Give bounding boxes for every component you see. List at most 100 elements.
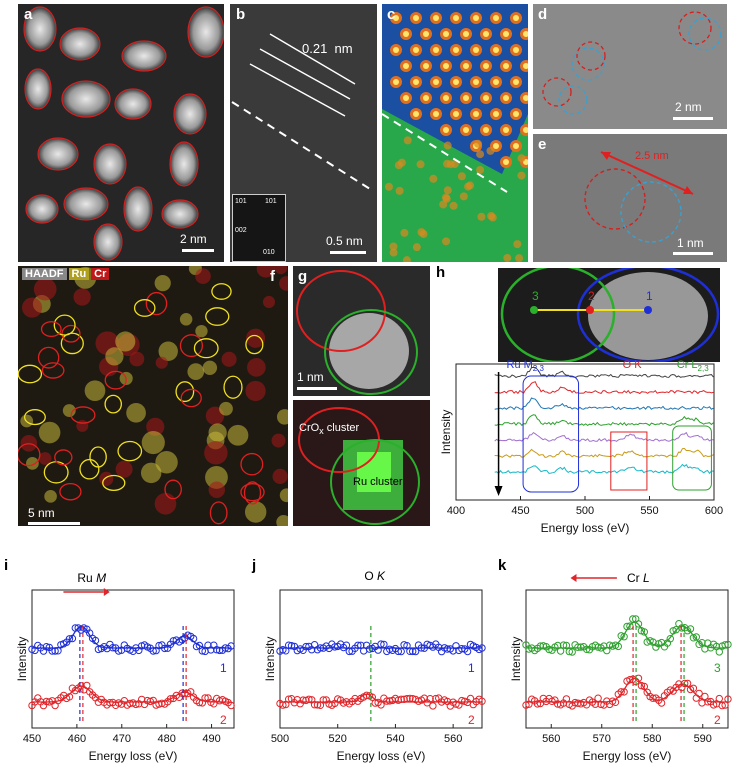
- k-data-point: [574, 643, 582, 651]
- j-y-axis-title: Intensity: [263, 637, 277, 682]
- h-x-tick-label: 450: [511, 505, 529, 517]
- cr-particle-outline: [240, 452, 264, 476]
- h-spectrum-line: [494, 414, 714, 427]
- chart-h-eels-spectra: 400 450 500 550 600 Energy loss (eV) Intensity…: [439, 359, 723, 535]
- panel-h-inset-image: 3 2 1: [498, 268, 720, 362]
- atom-core: [473, 15, 479, 21]
- i-data-point: [227, 642, 235, 650]
- atom-core: [523, 63, 528, 69]
- legend-ru: Ru: [68, 268, 90, 280]
- atom-core: [463, 127, 469, 133]
- i-data-point: [42, 643, 51, 651]
- atom-core: [423, 31, 429, 37]
- i-plot-frame: [31, 589, 235, 729]
- panel-b-hrstem-image: 0.21 nm b 101 101 002 010 0.5 nm: [230, 4, 377, 262]
- ru-particle-outline: [117, 440, 143, 462]
- panel-e-overlay: [584, 151, 694, 243]
- substrate-spot: [443, 141, 452, 150]
- k-data-point: [574, 699, 582, 707]
- eds-blob: [155, 451, 178, 474]
- substrate-spot: [513, 240, 522, 249]
- eds-blob: [279, 488, 288, 503]
- ru-particle-outline: [205, 307, 230, 326]
- ru-particle-outline: [211, 283, 232, 300]
- substrate-spot: [457, 172, 466, 181]
- k-series-label: 3: [714, 661, 721, 675]
- atom-core: [393, 79, 399, 85]
- atom-core: [433, 47, 439, 53]
- ru-particle-outline: [175, 381, 195, 403]
- atom-core: [423, 63, 429, 69]
- panel-f-legend: HAADF Ru Cr: [22, 268, 110, 280]
- substrate-spot: [459, 192, 468, 201]
- eds-blob: [84, 380, 106, 402]
- eds-blob: [115, 331, 136, 352]
- i-data-point: [143, 696, 152, 705]
- k-series-label: 2: [714, 713, 721, 727]
- panel-g-bottom-overlay: [298, 407, 420, 525]
- atom-core: [413, 47, 419, 53]
- i-series-label: 2: [220, 713, 227, 727]
- i-x-tick-label: 470: [113, 733, 131, 745]
- k-x-tick-label: 580: [643, 733, 661, 745]
- eds-blob: [44, 490, 57, 503]
- cr-particle-outline: [145, 291, 168, 316]
- k-panel-label: k: [498, 557, 507, 574]
- panel-g-top-overlay: [296, 270, 418, 395]
- k-data-point: [637, 681, 646, 690]
- eds-blob: [155, 356, 168, 369]
- j-x-tick-label: 520: [329, 733, 347, 745]
- panel-e-label: e: [538, 136, 547, 153]
- panel-g-label: g: [298, 268, 308, 285]
- cr-particle-outline: [180, 388, 202, 408]
- atom-core: [503, 95, 509, 101]
- eds-blob: [154, 492, 177, 515]
- panel-f-particles: [18, 266, 288, 526]
- ru-particle-outline: [18, 364, 43, 384]
- atom-core: [483, 95, 489, 101]
- j-data-point: [299, 696, 307, 704]
- h-spectrum-line: [494, 463, 714, 475]
- i-panel-label: i: [4, 557, 8, 574]
- atom-core: [523, 31, 528, 37]
- cr-particle-outline: [209, 501, 228, 525]
- k-data-point: [594, 694, 602, 702]
- i-x-tick-label: 480: [157, 733, 175, 745]
- substrate-spot: [417, 228, 426, 237]
- substrate-spot: [503, 253, 512, 262]
- i-x-tick-label: 490: [202, 733, 220, 745]
- k-data-point: [715, 648, 724, 656]
- panel-g-haadf-image: g 1 nm: [293, 266, 430, 396]
- i-x-tick-label: 450: [23, 733, 41, 745]
- eds-blob: [187, 363, 205, 380]
- eds-blob: [205, 466, 228, 489]
- atom-core: [493, 79, 499, 85]
- eds-blob: [274, 266, 288, 275]
- h-x-axis-title: Energy loss (eV): [541, 521, 630, 535]
- atom-core: [413, 79, 419, 85]
- atom-core: [483, 127, 489, 133]
- eds-blob: [158, 341, 178, 361]
- fft-label-3: 002: [235, 227, 247, 234]
- panel-a-scale-bar: [182, 249, 214, 252]
- eds-blob: [62, 404, 76, 418]
- atom-core: [433, 15, 439, 21]
- eds-blob: [245, 380, 266, 402]
- h-edge-label: Ru M2,3: [507, 359, 545, 373]
- atom-core: [513, 15, 519, 21]
- atom-core: [413, 15, 419, 21]
- eds-blob: [256, 266, 276, 278]
- panel-d-scale-bar: [673, 117, 713, 120]
- ru-particle-outline: [60, 332, 84, 355]
- j-data-point: [452, 700, 460, 708]
- eds-blob: [126, 403, 146, 423]
- substrate-spot: [403, 136, 412, 145]
- j-x-tick-label: 500: [271, 733, 289, 745]
- panel-d-overlay: [542, 11, 722, 115]
- panel-d-hrtem-image: d 2 nm: [533, 4, 727, 129]
- panel-b-fft-inset: 101 101 002 010: [232, 194, 286, 262]
- panel-g-ru-label: Ru cluster: [353, 476, 403, 488]
- panel-c-label: c: [387, 6, 396, 23]
- panel-c-intensity-map: c: [382, 4, 528, 262]
- ru-particle-outline: [133, 299, 156, 317]
